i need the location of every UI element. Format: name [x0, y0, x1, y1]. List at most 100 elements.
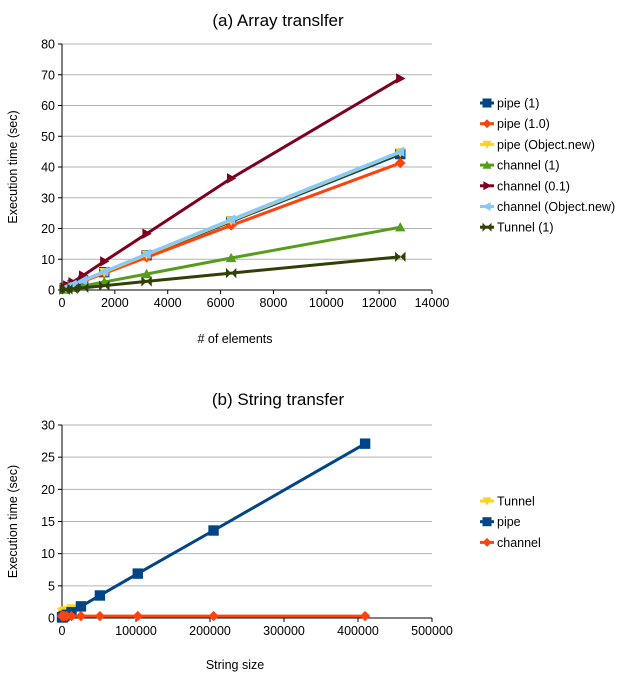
- legend-label-channel-0-1: channel (0.1): [497, 179, 570, 193]
- data-point-pipe: [359, 438, 371, 449]
- chart-string-transfer: 0 5 10 15 20 25 30 0 100000 200000 300000 400000 500…: [6, 390, 541, 672]
- data-point-channel: [359, 610, 371, 622]
- legend: Tunnel pipe channel: [480, 495, 541, 550]
- data-point-tunnel-1: [67, 283, 73, 294]
- legend-marker-pipe-1: [482, 98, 492, 108]
- data-point-channel: [94, 610, 106, 622]
- x-tick-label: 4000: [154, 296, 182, 310]
- chart-array-transfer: 0 10 20 30 40 50 60 70 80 0 2000 4000 6000 8000 10000 1…: [6, 11, 615, 346]
- legend: pipe (1) pipe (1.0) pipe (Object.new) chann…: [480, 97, 615, 235]
- data-point-channel-0-1: [78, 270, 89, 281]
- legend-label-pipe-object-new: pipe (Object.new): [497, 138, 595, 152]
- legend-marker-tunnel-1-part: [487, 222, 492, 232]
- data-point-tunnel-1-part: [146, 276, 152, 287]
- data-point-channel-0-1: [396, 73, 406, 84]
- data-point-tunnel-1: [59, 284, 65, 295]
- legend-label-tunnel-1: Tunnel (1): [497, 221, 554, 235]
- data-point-tunnel-1: [395, 251, 401, 262]
- data-point-channel-object-new: [99, 266, 109, 277]
- y-tick-label: 10: [41, 253, 55, 267]
- data-point-channel-object-new: [395, 146, 405, 157]
- series-tunnel-1: [59, 251, 406, 295]
- data-point-tunnel-1: [225, 267, 232, 279]
- legend-marker-tunnel-1: [482, 222, 487, 232]
- x-tick-label: 300000: [263, 624, 305, 638]
- y-tick-label: 20: [41, 483, 55, 497]
- legend-label-channel-object-new: channel (Object.new): [497, 200, 615, 214]
- legend-label-pipe: pipe: [497, 515, 521, 529]
- y-tick-label: 40: [41, 161, 55, 175]
- chart-title: (a) Array translfer: [212, 11, 344, 30]
- y-tick-label: 80: [41, 38, 55, 52]
- x-tick-label: 400000: [337, 624, 379, 638]
- data-point-channel-0-1: [100, 256, 110, 267]
- data-point-channel-1: [225, 252, 237, 263]
- data-point-channel-1: [141, 268, 152, 279]
- legend-label-pipe-1: pipe (1): [497, 97, 539, 111]
- data-point-pipe: [75, 601, 87, 612]
- data-point-tunnel-1-part: [83, 282, 89, 294]
- x-axis-label: String size: [206, 658, 264, 672]
- y-tick-label: 5: [48, 579, 55, 593]
- y-tick-label: 30: [41, 419, 55, 433]
- data-point-pipe: [94, 590, 106, 601]
- data-point-channel: [75, 610, 87, 622]
- y-axis-label: Execution time (sec): [6, 110, 20, 223]
- data-point-tunnel-1-part: [231, 267, 237, 279]
- x-tick-label: 8000: [260, 296, 288, 310]
- legend-marker-channel-0-1: [483, 181, 492, 191]
- x-tick-label: 6000: [207, 296, 235, 310]
- y-tick-label: 20: [41, 222, 55, 236]
- data-point-channel-object-new: [225, 214, 236, 225]
- data-point-channel-object-new: [141, 248, 151, 260]
- data-point-channel: [132, 610, 143, 622]
- x-tick-label: 10000: [309, 296, 344, 310]
- y-axis-label: Execution time (sec): [6, 465, 20, 578]
- data-point-tunnel-1-part: [400, 251, 406, 262]
- data-point-channel-0-1: [226, 173, 237, 184]
- y-tick-label: 50: [41, 130, 55, 144]
- series-channel: [56, 610, 371, 622]
- data-point-tunnel-1: [99, 280, 105, 291]
- series-pipe: [56, 438, 371, 623]
- legend-marker-pipe-1-0: [482, 119, 492, 129]
- y-tick-label: 15: [41, 515, 55, 529]
- data-point-channel: [66, 610, 77, 622]
- legend-label-tunnel: Tunnel: [497, 495, 535, 509]
- chart-title: (b) String transfer: [212, 390, 345, 409]
- y-tick-label: 0: [48, 284, 55, 298]
- x-tick-label: 500000: [411, 624, 453, 638]
- x-tick-label: 12000: [362, 296, 397, 310]
- data-point-channel-object-new: [77, 275, 88, 286]
- legend-marker-channel: [482, 537, 492, 547]
- x-tick-label: 200000: [189, 624, 231, 638]
- x-tick-label: 14000: [415, 296, 450, 310]
- legend-label-channel: channel: [497, 536, 541, 550]
- data-point-channel-1: [395, 222, 406, 232]
- data-point-channel-0-1: [142, 228, 152, 239]
- data-point-pipe-1-0: [395, 157, 406, 169]
- y-tick-label: 70: [41, 68, 55, 82]
- data-point-tunnel-1: [62, 284, 68, 295]
- legend-marker-channel-object-new: [482, 202, 491, 211]
- data-point-pipe: [208, 525, 219, 536]
- legend-marker-tunnel: [482, 497, 492, 506]
- x-axis-label: # of elements: [197, 332, 272, 346]
- data-point-tunnel-1-part: [104, 280, 110, 291]
- legend-label-channel-1: channel (1): [497, 159, 560, 173]
- y-tick-label: 10: [41, 547, 55, 561]
- y-tick-label: 25: [41, 451, 55, 465]
- x-tick-label: 2000: [101, 296, 129, 310]
- data-point-tunnel-1-part: [72, 283, 78, 294]
- data-point-tunnel-1: [141, 276, 147, 287]
- y-tick-label: 60: [41, 99, 55, 113]
- x-tick-label: 0: [59, 624, 66, 638]
- y-tick-label: 30: [41, 191, 55, 205]
- legend-label-pipe-1-0: pipe (1.0): [497, 117, 550, 131]
- y-tick-label: 0: [48, 612, 55, 626]
- legend-marker-pipe-object-new: [482, 140, 492, 149]
- legend-marker-channel-1: [482, 160, 492, 169]
- x-tick-label: 100000: [115, 624, 157, 638]
- legend-marker-pipe: [482, 517, 492, 527]
